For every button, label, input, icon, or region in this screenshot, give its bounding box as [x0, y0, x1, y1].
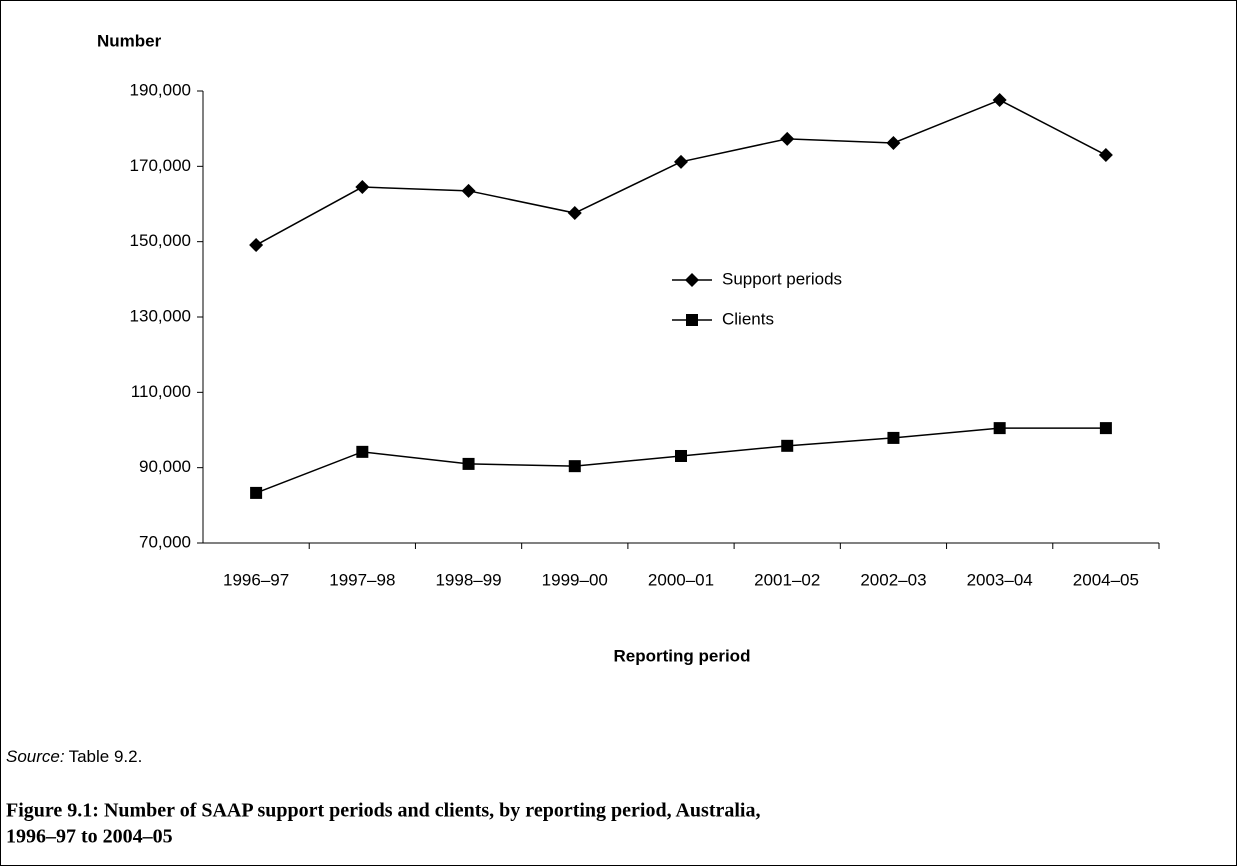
x-tick-label: 2000–01	[648, 570, 714, 589]
marker	[250, 486, 263, 499]
legend-marker	[686, 314, 698, 326]
marker	[993, 422, 1006, 435]
legend-label: Clients	[722, 309, 774, 328]
caption-line: Figure 9.1: Number of SAAP support perio…	[6, 800, 761, 822]
y-tick-label: 130,000	[130, 306, 191, 325]
x-tick-label: 1998–99	[435, 570, 501, 589]
marker	[1098, 148, 1113, 163]
marker	[781, 439, 794, 452]
source-label: Source:	[6, 747, 65, 766]
x-axis-title: Reporting period	[614, 646, 751, 665]
caption-line: 1996–97 to 2004–05	[6, 826, 173, 848]
y-tick-label: 70,000	[139, 532, 191, 551]
legend-marker	[685, 273, 699, 287]
marker	[461, 183, 476, 198]
marker	[675, 449, 687, 462]
legend-label: Support periods	[722, 269, 842, 288]
y-tick-label: 150,000	[130, 231, 191, 250]
marker	[1099, 422, 1112, 435]
marker	[887, 431, 900, 444]
x-tick-label: 2003–04	[967, 570, 1033, 589]
marker	[674, 154, 688, 169]
marker	[992, 93, 1007, 108]
x-tick-label: 1997–98	[329, 570, 395, 589]
marker	[355, 180, 370, 195]
marker	[780, 131, 795, 146]
y-tick-label: 90,000	[139, 457, 191, 476]
marker	[567, 206, 582, 221]
x-tick-label: 2001–02	[754, 570, 820, 589]
marker	[462, 457, 475, 470]
y-tick-label: 190,000	[130, 80, 191, 99]
x-tick-label: 2002–03	[860, 570, 926, 589]
x-tick-label: 2004–05	[1073, 570, 1139, 589]
x-tick-label: 1996–97	[223, 570, 289, 589]
marker	[568, 460, 581, 473]
source: Source: Table 9.2.	[6, 747, 142, 766]
marker	[886, 135, 901, 150]
y-tick-label: 170,000	[130, 156, 191, 175]
marker	[249, 238, 264, 253]
x-tick-label: 1999–00	[542, 570, 608, 589]
y-axis-title: Number	[97, 31, 162, 50]
y-tick-label: 110,000	[131, 382, 191, 401]
source-text: Table 9.2.	[69, 747, 143, 766]
marker	[356, 445, 369, 458]
